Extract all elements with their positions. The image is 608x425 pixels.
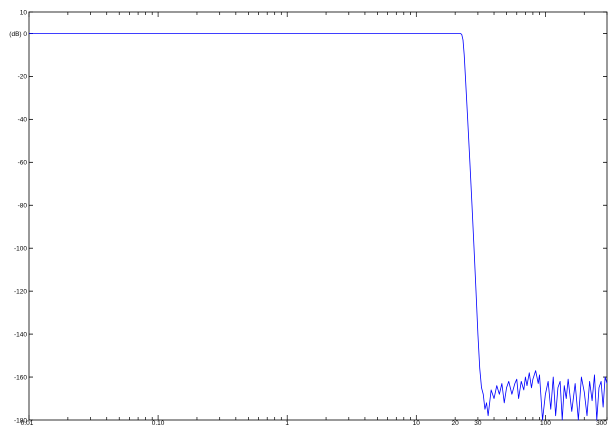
x-tick-label: 30 (474, 420, 482, 425)
series-group (29, 33, 608, 421)
y-tick-label: -100 (14, 246, 27, 253)
y-tick-label: -140 (14, 331, 27, 338)
y-tick-label: -60 (18, 160, 28, 167)
x-tick-label: 100 (540, 420, 551, 425)
frequency-response-line (29, 33, 608, 421)
x-tick-label: 0.01 (21, 420, 34, 425)
y-tick-label: -40 (18, 117, 28, 124)
plot-area (28, 11, 608, 421)
x-tick-label: 10 (413, 420, 421, 425)
x-axis-ticks: 0.01 0.10 1 10 20 30 100 300 kHz (21, 12, 608, 425)
y-tick-label: -20 (18, 74, 28, 81)
x-tick-label: 20 (452, 420, 460, 425)
y-axis-ticks: 10 (dB) 0 -20 -40 -60 -80 -100 -120 -140 -160 -180 (9, 9, 607, 424)
y-tick-label: (dB) 0 (9, 31, 27, 38)
y-tick-label: 10 (20, 9, 28, 16)
x-tick-label: 300 kHz (596, 420, 608, 425)
x-tick-label: 1 (285, 420, 289, 425)
x-tick-label: 0.10 (152, 420, 165, 425)
y-tick-label: -180 (14, 417, 27, 424)
y-tick-label: -120 (14, 288, 27, 295)
y-tick-label: -80 (18, 203, 28, 210)
y-tick-label: -160 (14, 374, 27, 381)
